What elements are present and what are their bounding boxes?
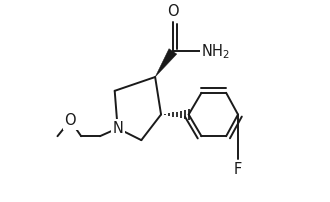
- Text: NH$_2$: NH$_2$: [202, 42, 230, 61]
- Text: F: F: [234, 162, 242, 177]
- Polygon shape: [155, 49, 177, 77]
- Text: O: O: [167, 4, 179, 19]
- Text: N: N: [112, 121, 123, 136]
- Text: O: O: [64, 113, 76, 128]
